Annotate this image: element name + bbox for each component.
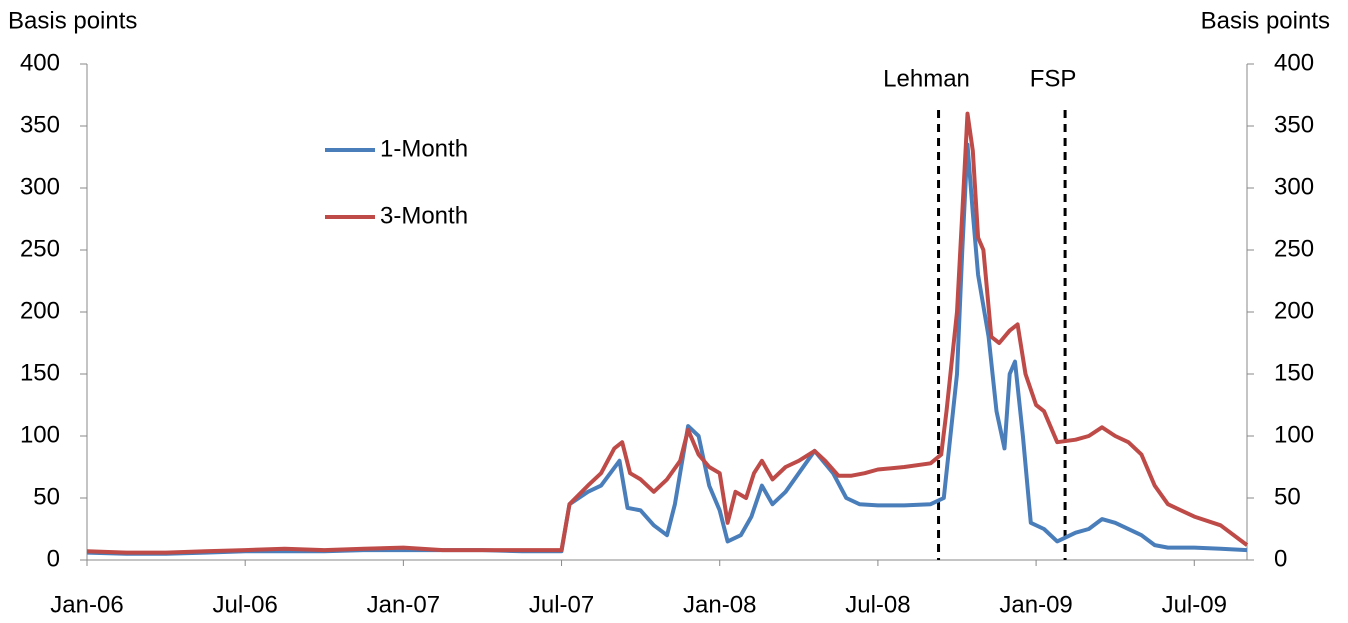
y-tick-label: 350 xyxy=(20,111,60,138)
y-tick-label: 400 xyxy=(20,49,60,76)
event-label: FSP xyxy=(1030,65,1077,92)
x-tick-label: Jul-06 xyxy=(212,591,277,618)
y2-tick-label: 300 xyxy=(1274,173,1314,200)
y2-axis-label: Basis points xyxy=(1201,7,1330,34)
y-axis-label: Basis points xyxy=(8,7,137,34)
y-tick-label: 0 xyxy=(47,545,60,572)
y2-tick-label: 250 xyxy=(1274,235,1314,262)
legend-label: 1-Month xyxy=(380,135,468,162)
y2-tick-label: 0 xyxy=(1274,545,1287,572)
y2-tick-label: 350 xyxy=(1274,111,1314,138)
y-tick-label: 300 xyxy=(20,173,60,200)
series-line xyxy=(86,142,1248,556)
y2-tick-label: 400 xyxy=(1274,49,1314,76)
y-tick-label: 50 xyxy=(33,483,60,510)
x-tick-label: Jan-08 xyxy=(683,591,756,618)
y2-tick-label: 200 xyxy=(1274,297,1314,324)
legend-label: 3-Month xyxy=(380,202,468,229)
x-tick-label: Jan-06 xyxy=(50,591,123,618)
x-tick-label: Jul-07 xyxy=(529,591,594,618)
x-tick-label: Jan-07 xyxy=(367,591,440,618)
x-tick-label: Jul-09 xyxy=(1162,591,1227,618)
y-tick-label: 150 xyxy=(20,359,60,386)
y-tick-label: 200 xyxy=(20,297,60,324)
y2-tick-label: 150 xyxy=(1274,359,1314,386)
y-tick-label: 100 xyxy=(20,421,60,448)
y-tick-label: 250 xyxy=(20,235,60,262)
y2-tick-label: 100 xyxy=(1274,421,1314,448)
y2-tick-label: 50 xyxy=(1274,483,1301,510)
series-line xyxy=(86,111,1249,555)
x-tick-label: Jan-09 xyxy=(999,591,1072,618)
x-tick-label: Jul-08 xyxy=(845,591,910,618)
event-label: Lehman xyxy=(883,65,970,92)
